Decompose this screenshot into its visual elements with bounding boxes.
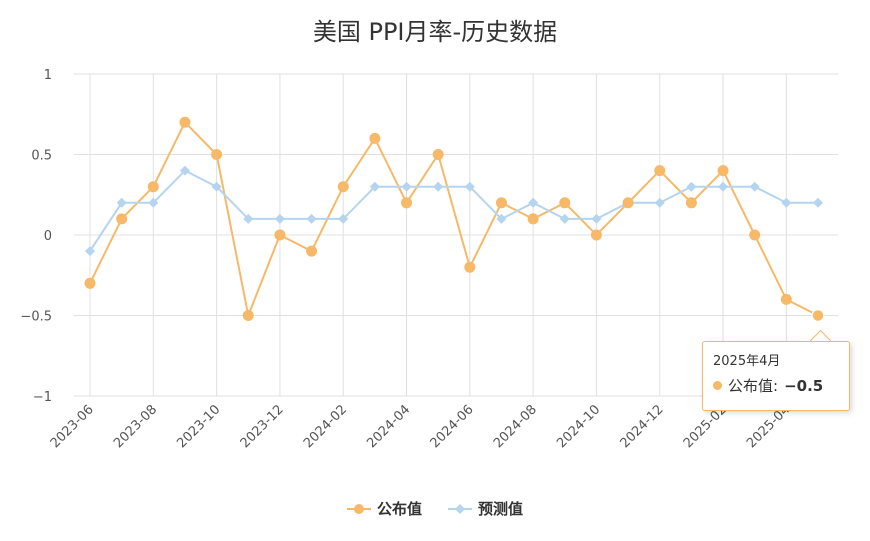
- x-tick-label: 2024-06: [428, 402, 477, 451]
- data-point-forecast: [179, 165, 190, 176]
- data-point-forecast: [749, 181, 760, 192]
- data-point-published: [337, 181, 349, 193]
- x-tick-label: 2024-12: [618, 402, 667, 451]
- data-point-published: [622, 197, 634, 209]
- data-point-published: [527, 213, 539, 225]
- data-point-published: [274, 229, 286, 241]
- data-point-forecast: [813, 197, 823, 208]
- data-point-forecast: [496, 213, 507, 224]
- data-point-published: [147, 181, 159, 193]
- y-tick-label: 1: [44, 68, 52, 83]
- y-tick-label: −0.5: [20, 310, 52, 325]
- data-point-forecast: [528, 197, 539, 208]
- tooltip-series-dot-icon: [713, 381, 722, 390]
- legend-item-published[interactable]: 公布值: [346, 498, 422, 519]
- x-tick-label: 2023-12: [238, 402, 287, 451]
- x-tick-label: 2024-10: [554, 402, 603, 451]
- data-point-published: [116, 213, 128, 225]
- y-tick-label: 0: [44, 229, 52, 244]
- tooltip-label: 公布值:: [728, 377, 779, 395]
- data-point-published: [654, 165, 666, 177]
- data-point-published: [401, 197, 413, 209]
- data-point-forecast: [718, 181, 729, 192]
- data-point-published: [242, 310, 254, 321]
- data-point-published: [811, 308, 825, 323]
- data-point-forecast: [211, 181, 222, 192]
- data-point-published: [685, 197, 697, 209]
- data-point-published: [780, 293, 792, 305]
- data-point-forecast: [781, 197, 792, 208]
- legend-label-forecast: 预测值: [478, 500, 524, 518]
- data-point-forecast: [464, 181, 475, 192]
- data-point-forecast: [85, 246, 95, 257]
- chart-legend: 公布值 预测值: [0, 498, 870, 519]
- data-point-forecast: [369, 181, 380, 192]
- data-point-published: [211, 149, 223, 160]
- data-point-forecast: [654, 197, 665, 208]
- data-point-forecast: [338, 213, 349, 224]
- data-point-forecast: [116, 197, 127, 208]
- legend-diamond-icon: [448, 503, 472, 514]
- y-tick-label: 0.5: [31, 149, 52, 164]
- data-point-published: [464, 261, 476, 273]
- x-tick-label: 2023-08: [111, 402, 160, 451]
- data-point-published: [84, 277, 96, 289]
- data-point-published: [179, 116, 191, 128]
- chart-title: 美国 PPI月率-历史数据: [312, 18, 558, 46]
- data-point-published: [559, 197, 571, 209]
- tooltip-header: 2025年4月: [713, 354, 781, 369]
- series-line-forecast: [89, 169, 818, 252]
- data-point-published: [717, 165, 729, 177]
- x-tick-label: 2023-06: [48, 402, 97, 451]
- x-tick-label: 2024-04: [364, 402, 413, 451]
- data-point-forecast: [559, 213, 570, 224]
- data-point-published: [306, 245, 318, 257]
- data-point-forecast: [401, 181, 412, 192]
- data-point-published: [590, 229, 602, 241]
- data-point-forecast: [433, 181, 444, 192]
- x-tick-label: 2023-10: [174, 402, 223, 451]
- data-point-forecast: [148, 197, 159, 208]
- x-tick-label: 2024-08: [491, 402, 540, 451]
- data-point-forecast: [591, 213, 602, 224]
- data-point-forecast: [243, 213, 254, 224]
- legend-label-published: 公布值: [376, 500, 422, 518]
- data-point-published: [749, 229, 761, 241]
- data-point-published: [495, 197, 507, 209]
- data-point-forecast: [686, 181, 697, 192]
- data-point-published: [369, 132, 381, 144]
- tooltip-value: −0.5: [784, 376, 824, 395]
- x-tick-label: 2024-02: [301, 402, 350, 451]
- y-tick-label: −1: [33, 390, 52, 405]
- chart-tooltip: 2025年4月 公布值: −0.5: [702, 341, 850, 411]
- legend-item-forecast[interactable]: 预测值: [448, 498, 523, 519]
- data-point-forecast: [274, 213, 285, 224]
- data-point-published: [432, 149, 444, 160]
- data-point-forecast: [306, 213, 317, 224]
- legend-circle-icon: [346, 503, 371, 514]
- series-line-published: [89, 120, 819, 320]
- tooltip-row: 公布值: −0.5: [713, 375, 839, 396]
